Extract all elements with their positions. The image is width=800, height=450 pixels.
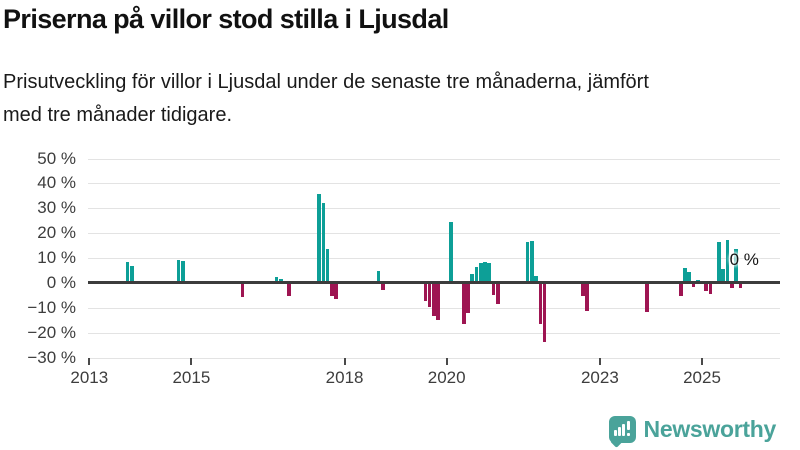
bar-2025-10	[738, 283, 743, 288]
y-axis-label: 50 %	[37, 149, 76, 168]
bar-2025-06	[721, 269, 726, 283]
x-tick-2018	[343, 358, 346, 365]
x-tick-2023	[598, 358, 601, 365]
bar-2025-08	[730, 283, 734, 288]
bar-2021-11	[538, 283, 543, 325]
bar-2020-10	[483, 261, 487, 283]
bar-2017-09	[325, 248, 330, 283]
bar-2019-09	[427, 283, 432, 307]
bar-2019-08	[423, 283, 428, 302]
gridline-20	[88, 233, 780, 234]
bar-2019-10	[432, 283, 436, 316]
newsworthy-logo: Newsworthy	[608, 416, 777, 448]
y-axis-label: −20 %	[27, 323, 76, 342]
latest-value-label: 0 %	[729, 250, 759, 269]
bar-2020-12	[491, 283, 496, 295]
bar-2017-10	[330, 283, 334, 296]
bar-2020-02	[449, 221, 453, 283]
gridline-40	[88, 183, 780, 184]
x-axis-label-2015: 2015	[172, 368, 211, 387]
bar-2016-01	[240, 283, 245, 297]
bar-2022-09	[581, 283, 585, 297]
logo-bar-chart-icon	[613, 430, 617, 436]
bar-2020-06	[466, 283, 470, 313]
bar-2025-07	[725, 239, 730, 283]
bar-2018-09	[376, 270, 381, 284]
bar-2017-08	[321, 203, 326, 283]
chart-title: Priserna på villor stod stilla i Ljusdal	[3, 4, 449, 34]
y-axis-label: 10 %	[37, 248, 76, 267]
bar-2016-12	[287, 283, 292, 296]
bar-2021-12	[542, 283, 547, 342]
bar-2017-11	[334, 283, 338, 300]
zero-baseline	[88, 281, 780, 284]
gridline-30	[88, 208, 780, 209]
bar-2021-09	[530, 241, 534, 283]
chart-subtitle: Prisutveckling för villor i Ljusdal unde…	[3, 66, 649, 132]
y-axis-label: 30 %	[37, 198, 76, 217]
bar-2020-07	[470, 273, 475, 283]
gridline--20	[88, 333, 780, 334]
bar-2024-08	[678, 283, 683, 296]
bar-2020-11	[487, 262, 492, 283]
y-axis-label: 0 %	[46, 273, 76, 292]
gridline--30	[88, 358, 780, 359]
bar-2025-02	[704, 283, 709, 292]
x-axis-label-2020: 2020	[427, 368, 466, 387]
bar-2021-08	[525, 241, 530, 283]
x-tick-2013	[88, 358, 91, 365]
bar-2017-07	[317, 193, 321, 283]
x-axis-label-2025: 2025	[683, 368, 721, 387]
logo-exclamation-icon	[626, 421, 630, 430]
x-tick-2015	[190, 358, 193, 365]
bar-2016-09	[274, 276, 279, 283]
newsworthy-speech-bubble-icon	[608, 416, 636, 448]
gridline-50	[88, 159, 780, 160]
bar-2013-11	[130, 266, 134, 283]
logo-exclamation-dot-icon	[626, 433, 630, 436]
bar-2025-05	[717, 242, 721, 283]
x-tick-2020	[445, 358, 448, 365]
bar-2024-11	[691, 283, 696, 287]
bar-2023-12	[644, 283, 649, 313]
y-axis-label: 40 %	[37, 173, 76, 192]
bar-2021-01	[495, 283, 500, 305]
x-tick-2025	[701, 358, 703, 365]
chart-subtitle-line1: Prisutveckling för villor i Ljusdal unde…	[3, 71, 649, 93]
bar-2022-10	[585, 283, 589, 311]
x-axis-label-2023: 2023	[580, 368, 619, 387]
logo-bar-chart-icon	[617, 427, 621, 436]
bar-2021-10	[534, 276, 538, 283]
bar-2020-08	[474, 266, 479, 283]
logo-bar-chart-icon	[621, 424, 625, 436]
bar-2014-10	[176, 260, 181, 283]
bar-2020-05	[461, 283, 466, 325]
bar-2016-10	[278, 278, 283, 283]
bar-2014-11	[181, 261, 185, 283]
bar-2024-10	[687, 272, 692, 283]
bar-2025-03	[708, 283, 713, 294]
y-axis-label: 20 %	[37, 223, 76, 242]
newsworthy-wordmark: Newsworthy	[643, 416, 777, 442]
gridline-10	[88, 258, 780, 259]
bar-2025-09	[734, 249, 738, 283]
chart-subtitle-line2: med tre månader tidigare.	[3, 104, 233, 126]
x-axis-label-2013: 2013	[70, 368, 109, 387]
bar-2019-11	[436, 283, 441, 321]
bar-2013-10	[125, 262, 130, 283]
bar-2020-09	[478, 262, 483, 283]
y-axis-label: −10 %	[27, 298, 76, 317]
bar-2024-09	[683, 267, 687, 283]
x-axis-label-2018: 2018	[325, 368, 364, 387]
y-axis-label: −30 %	[27, 348, 76, 367]
bar-2018-10	[381, 283, 385, 291]
